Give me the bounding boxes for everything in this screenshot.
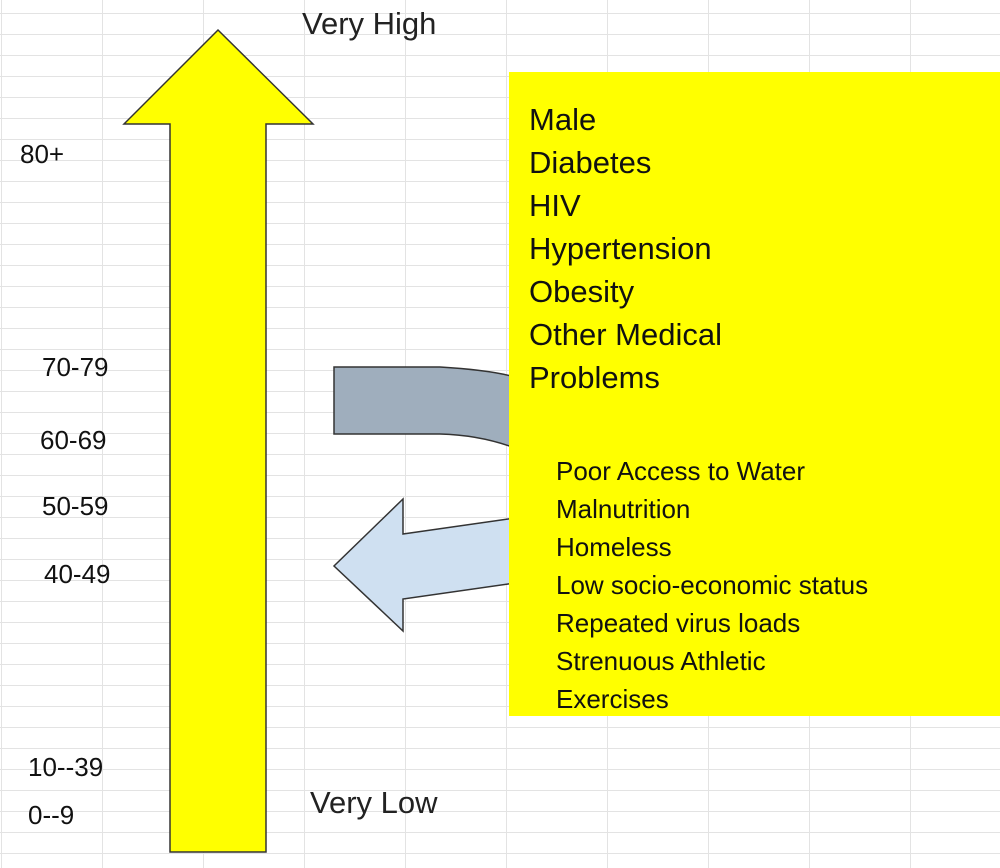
age-group-label: 70-79 [42,352,109,382]
list-item: Obesity [529,274,635,309]
age-group-label: 10--39 [28,752,104,782]
list-item: Homeless [556,532,672,562]
age-group-label: 40-49 [44,559,111,589]
list-item: Repeated virus loads [556,608,801,638]
social-factors-arrow [332,497,516,633]
list-item: Problems [529,360,660,395]
medical-risk-factors-list: Male Diabetes HIV Hypertension Obesity O… [529,98,722,399]
risk-scale-arrow [122,28,315,853]
list-item: Male [529,102,597,137]
list-item: Low socio-economic status [556,570,869,600]
list-item: Diabetes [529,145,652,180]
age-group-label: 60-69 [40,425,107,455]
list-item: Hypertension [529,231,712,266]
list-item: HIV [529,188,581,223]
very-low-label: Very Low [310,785,438,820]
risk-factors-box: Male Diabetes HIV Hypertension Obesity O… [509,72,1000,716]
age-group-label: 0--9 [28,800,75,830]
age-group-label: 50-59 [42,491,109,521]
list-item: Exercises [556,684,669,714]
very-high-label: Very High [302,6,437,41]
age-group-label: 80+ [20,139,65,169]
list-item: Poor Access to Water [556,456,806,486]
medical-factors-connector [333,366,516,450]
social-risk-factors-list: Poor Access to Water Malnutrition Homele… [556,452,868,718]
list-item: Strenuous Athletic [556,646,766,676]
list-item: Malnutrition [556,494,691,524]
list-item: Other Medical [529,317,722,352]
